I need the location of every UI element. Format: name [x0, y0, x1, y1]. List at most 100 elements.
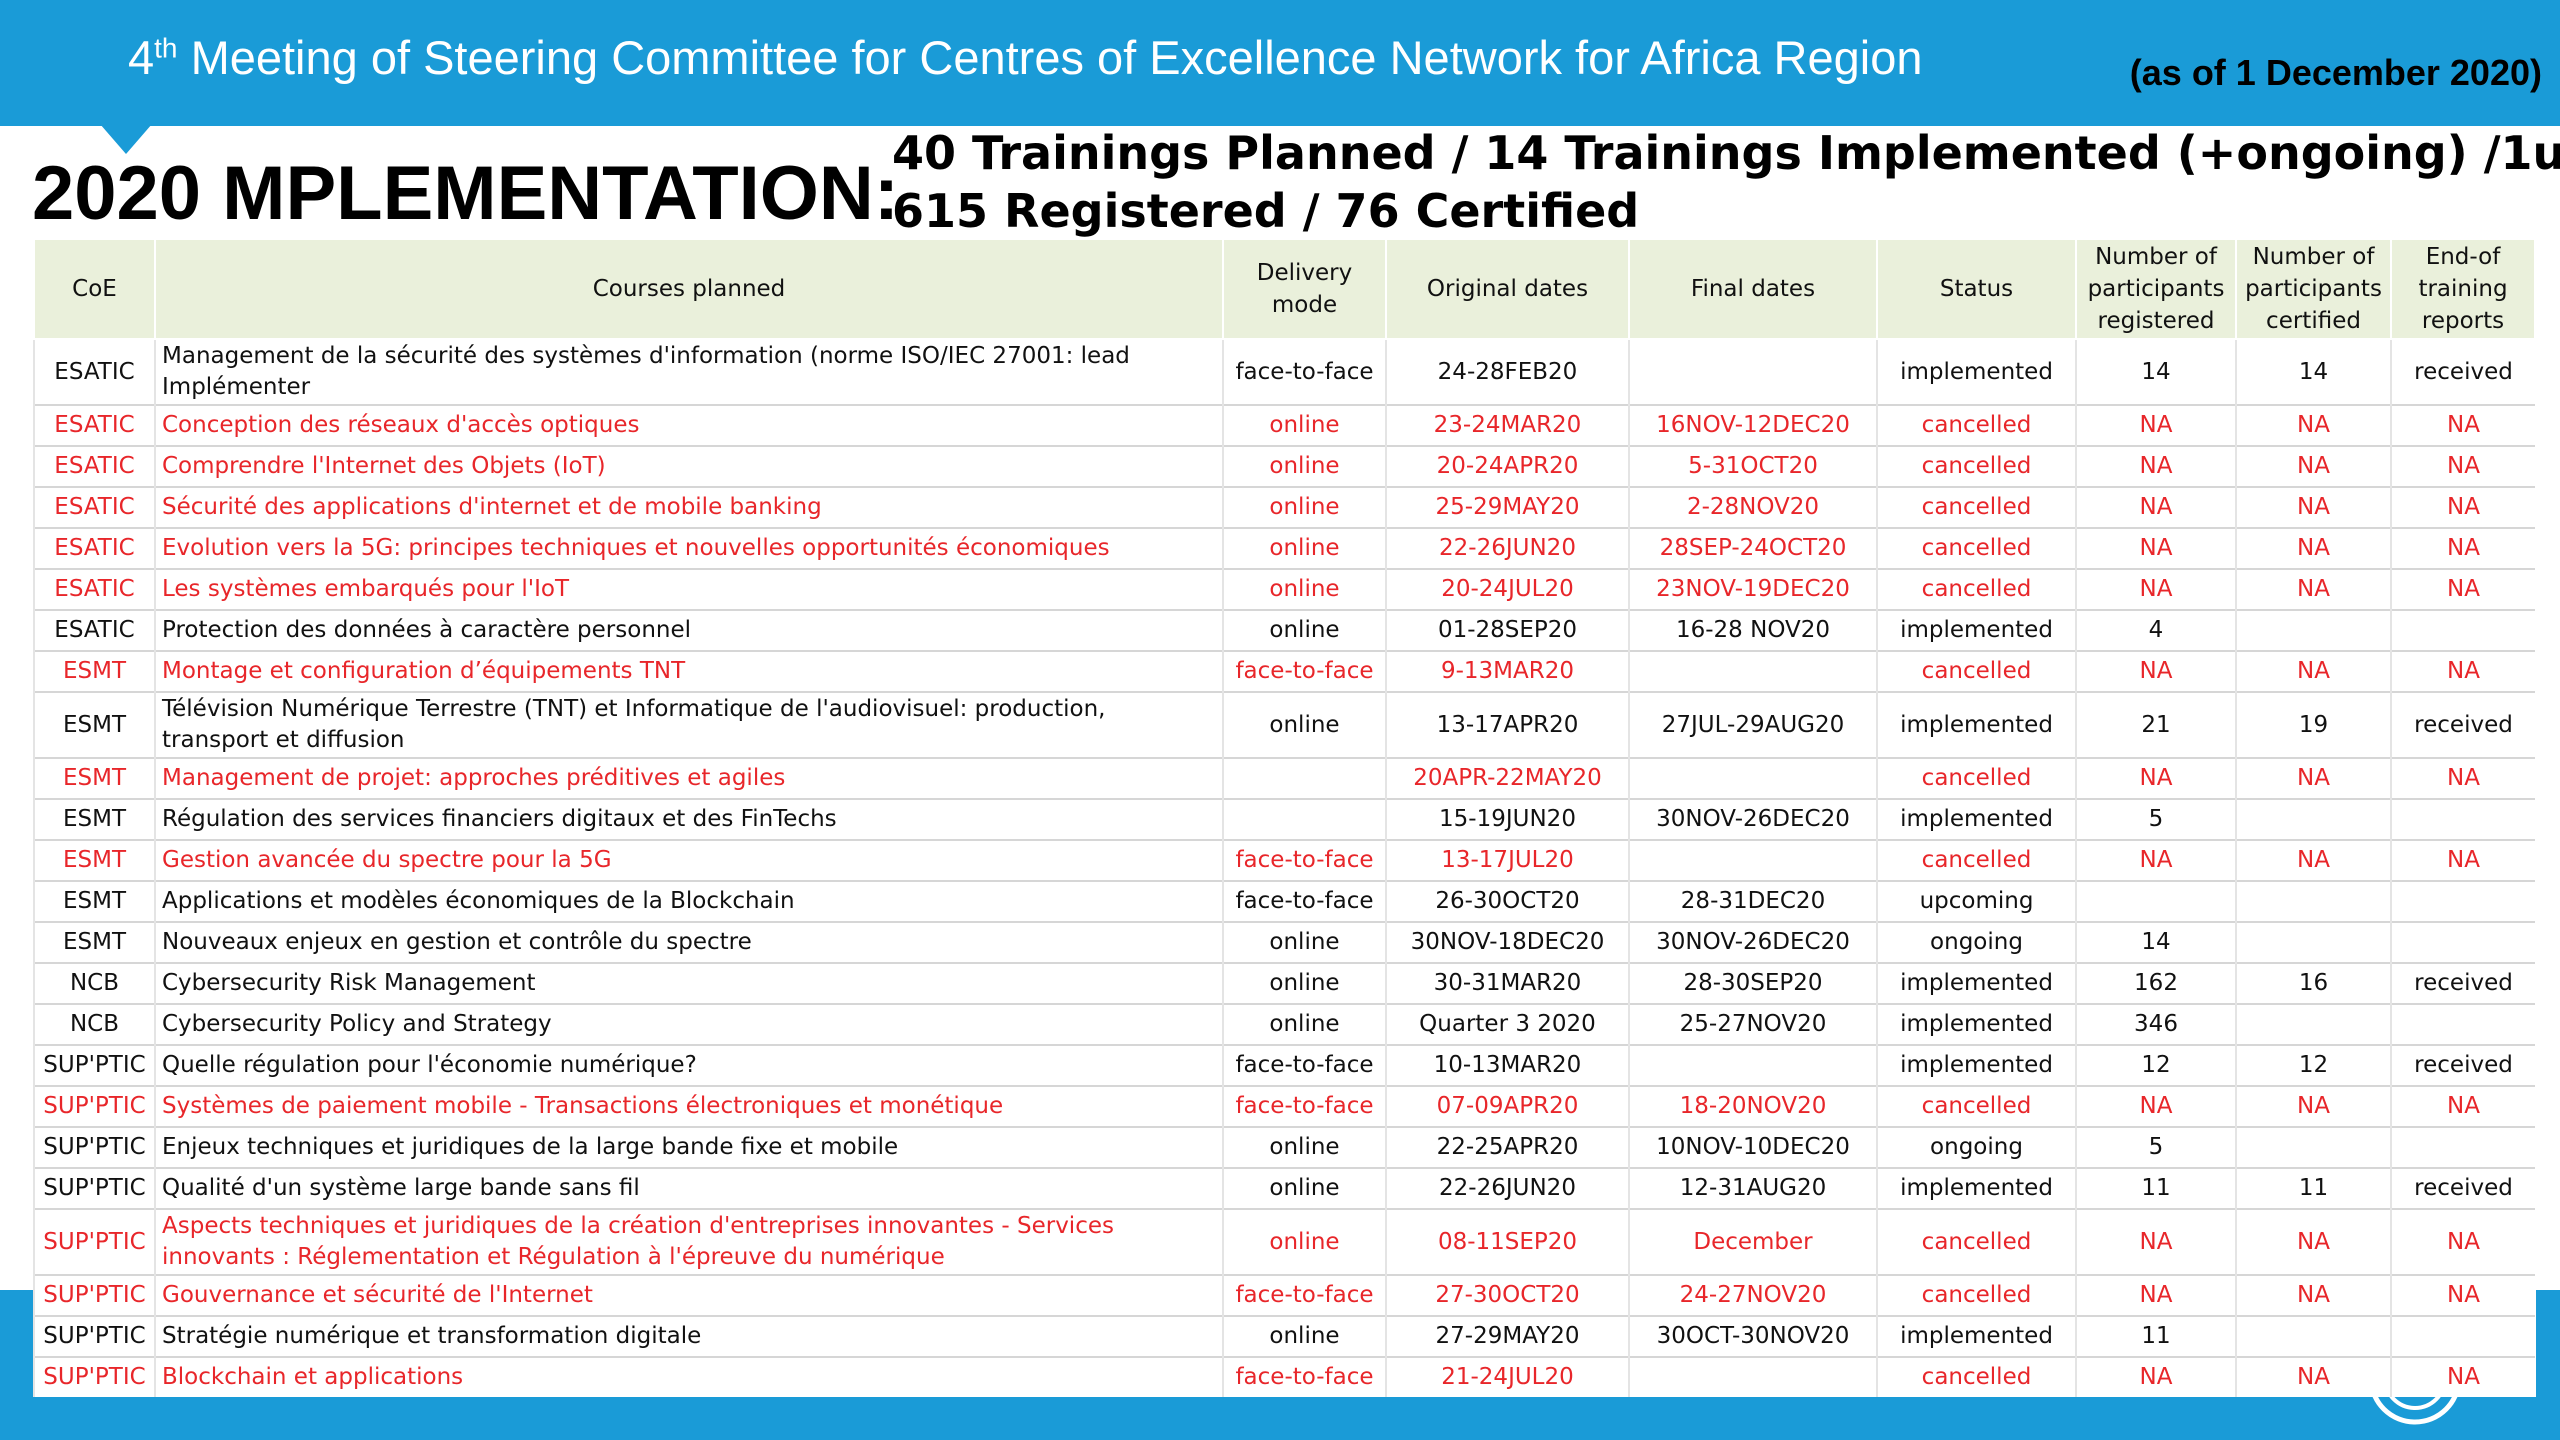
table-cell: 07-09APR20 — [1385, 1085, 1629, 1127]
table-cell: Quarter 3 2020 — [1385, 1003, 1629, 1045]
column-header: Delivery mode — [1222, 238, 1387, 340]
table-row: ESMT Télévision Numérique Terrestre (TNT)… — [33, 691, 2535, 758]
table-cell: 25-27NOV20 — [1628, 1003, 1877, 1045]
table-cell: December — [1628, 1208, 1877, 1275]
table-row: ESATIC Evolution vers la 5G: principes te… — [33, 527, 2535, 569]
table-cell: 28-31DEC20 — [1628, 880, 1877, 922]
table-cell: 27-29MAY20 — [1385, 1315, 1629, 1357]
table-cell: 2-28NOV20 — [1628, 486, 1877, 528]
table-cell: face-to-face — [1222, 839, 1386, 881]
table-cell: NA — [2075, 757, 2236, 799]
table-cell: 346 — [2075, 1003, 2236, 1045]
course-cell: Protection des données à caractère perso… — [154, 609, 1223, 651]
table-cell: NA — [2075, 445, 2236, 487]
table-cell: implemented — [1876, 798, 2076, 840]
table-cell: 12 — [2235, 1044, 2391, 1086]
course-cell: Evolution vers la 5G: principes techniqu… — [154, 527, 1223, 569]
course-cell: Gestion avancée du spectre pour la 5G — [154, 839, 1223, 881]
table-cell: SUP'PTIC — [33, 1167, 155, 1209]
table-cell: online — [1222, 445, 1386, 487]
table-cell — [1628, 757, 1877, 799]
course-cell: Montage et configuration d’équipements T… — [154, 650, 1223, 692]
table-cell: ESATIC — [33, 404, 155, 446]
table-cell: received — [2390, 1167, 2535, 1209]
table-cell — [2390, 1003, 2535, 1045]
table-row: ESATIC Protection des données à caractère… — [33, 609, 2535, 651]
title-text: Meeting of Steering Committee for Centre… — [190, 31, 1923, 84]
table-cell — [2235, 1315, 2391, 1357]
table-cell: 12 — [2075, 1044, 2236, 1086]
table-cell: ESMT — [33, 691, 155, 758]
table-cell: NA — [2390, 1208, 2535, 1275]
table-row: SUP'PTIC Quelle régulation pour l'économi… — [33, 1044, 2535, 1086]
table-cell: 5-31OCT20 — [1628, 445, 1877, 487]
table-cell: NA — [2390, 404, 2535, 446]
table-cell — [2235, 1003, 2391, 1045]
table-cell: NA — [2390, 568, 2535, 610]
table-row: ESATIC Management de la sécurité des syst… — [33, 338, 2535, 405]
table-cell — [2390, 880, 2535, 922]
table-cell: SUP'PTIC — [33, 1274, 155, 1316]
table-cell: 19 — [2235, 691, 2391, 758]
table-cell: face-to-face — [1222, 880, 1386, 922]
table-cell: NA — [2075, 1085, 2236, 1127]
table-cell: ESATIC — [33, 338, 155, 405]
table-cell: NA — [2390, 839, 2535, 881]
table-cell: NA — [2390, 527, 2535, 569]
table-cell: ESMT — [33, 798, 155, 840]
table-cell: face-to-face — [1222, 1356, 1386, 1397]
table-cell: ESMT — [33, 880, 155, 922]
table-cell: 16-28 NOV20 — [1628, 609, 1877, 651]
table-cell: 24-27NOV20 — [1628, 1274, 1877, 1316]
table-cell — [1222, 757, 1386, 799]
table-cell: NA — [2390, 486, 2535, 528]
table-cell: NA — [2235, 527, 2391, 569]
table-cell: cancelled — [1876, 527, 2076, 569]
course-cell: Qualité d'un système large bande sans fi… — [154, 1167, 1223, 1209]
table-cell: SUP'PTIC — [33, 1044, 155, 1086]
table-cell: received — [2390, 962, 2535, 1004]
table-cell: ongoing — [1876, 921, 2076, 963]
table-cell — [2390, 921, 2535, 963]
table-cell: online — [1222, 609, 1386, 651]
table-row: SUP'PTIC Stratégie numérique et transform… — [33, 1315, 2535, 1357]
table-cell: 30-31MAR20 — [1385, 962, 1629, 1004]
table-cell: cancelled — [1876, 1274, 2076, 1316]
table-cell: NA — [2390, 757, 2535, 799]
table-cell: NA — [2075, 650, 2236, 692]
course-cell: Quelle régulation pour l'économie numéri… — [154, 1044, 1223, 1086]
table-cell: NA — [2075, 1274, 2236, 1316]
table-cell: online — [1222, 1126, 1386, 1168]
course-cell: Sécurité des applications d'internet et … — [154, 486, 1223, 528]
table-row: SUP'PTIC Qualité d'un système large bande… — [33, 1167, 2535, 1209]
table-cell: 12-31AUG20 — [1628, 1167, 1877, 1209]
course-cell: Télévision Numérique Terrestre (TNT) et … — [154, 691, 1223, 758]
course-cell: Management de projet: approches préditiv… — [154, 757, 1223, 799]
course-cell: Gouvernance et sécurité de l'Internet — [154, 1274, 1223, 1316]
table-cell: 4 — [2075, 609, 2236, 651]
table-cell: NA — [2235, 1274, 2391, 1316]
table-cell: NA — [2235, 404, 2391, 446]
table-cell: NA — [2235, 568, 2391, 610]
table-cell: online — [1222, 691, 1386, 758]
table-cell: implemented — [1876, 1003, 2076, 1045]
table-cell: 08-11SEP20 — [1385, 1208, 1629, 1275]
table-row: ESMT Applications et modèles économiques … — [33, 880, 2535, 922]
table-row: ESMT Management de projet: approches préd… — [33, 757, 2535, 799]
column-header: Final dates — [1628, 238, 1878, 340]
table-row: SUP'PTIC Enjeux techniques et juridiques … — [33, 1126, 2535, 1168]
table-cell: received — [2390, 1044, 2535, 1086]
table-cell — [1628, 1356, 1877, 1397]
course-cell: Conception des réseaux d'accès optiques — [154, 404, 1223, 446]
table-row: ESATIC Conception des réseaux d'accès opt… — [33, 404, 2535, 446]
table-row: ESATIC Comprendre l'Internet des Objets (… — [33, 445, 2535, 487]
table-cell: 01-28SEP20 — [1385, 609, 1629, 651]
table-cell: 162 — [2075, 962, 2236, 1004]
table-row: ESATIC Sécurité des applications d'intern… — [33, 486, 2535, 528]
table-cell: NCB — [33, 1003, 155, 1045]
column-header: End-of training reports — [2390, 238, 2536, 340]
table-cell: 16 — [2235, 962, 2391, 1004]
course-cell: Régulation des services financiers digit… — [154, 798, 1223, 840]
column-header: Number of participants certified — [2235, 238, 2392, 340]
table-cell: 20-24JUL20 — [1385, 568, 1629, 610]
